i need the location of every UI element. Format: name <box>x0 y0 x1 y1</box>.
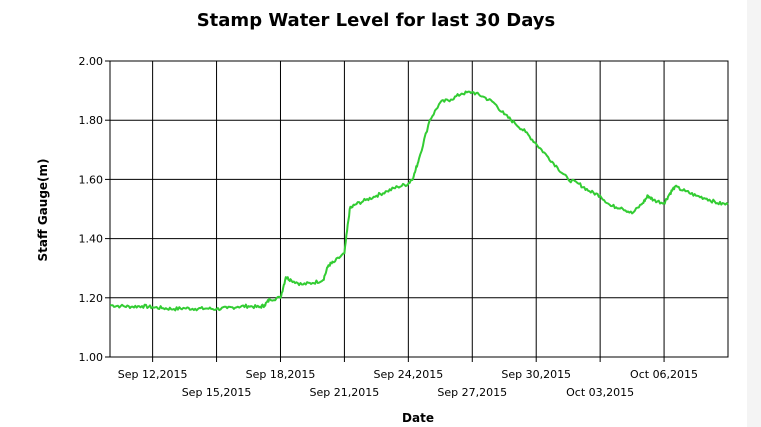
x-tick-label: Sep 15,2015 <box>182 386 252 399</box>
y-axis: 1.00 1.20 1.40 1.60 1.80 2.00 <box>79 55 110 364</box>
x-tick-label: Sep 18,2015 <box>246 368 316 381</box>
series-layer <box>109 90 729 312</box>
series-line <box>109 90 729 312</box>
y-tick-label: 1.80 <box>79 114 104 127</box>
y-tick-label: 2.00 <box>79 55 104 68</box>
x-tick-label: Sep 27,2015 <box>437 386 507 399</box>
x-axis: Sep 12,2015 Sep 15,2015 Sep 18,2015 Sep 21,… <box>118 357 698 399</box>
x-tick-label: Sep 12,2015 <box>118 368 188 381</box>
y-tick-label: 1.60 <box>79 173 104 186</box>
x-tick-label: Sep 21,2015 <box>310 386 380 399</box>
x-tick-label: Oct 03,2015 <box>566 386 634 399</box>
y-tick-label: 1.00 <box>79 351 104 364</box>
window-edge <box>747 0 761 427</box>
y-tick-label: 1.20 <box>79 292 104 305</box>
x-tick-label: Sep 24,2015 <box>373 368 443 381</box>
y-axis-label: Staff Gauge(m) <box>36 158 50 261</box>
plot-frame <box>109 60 729 358</box>
chart-title: Stamp Water Level for last 30 Days <box>197 10 556 31</box>
y-tick-label: 1.40 <box>79 233 104 246</box>
x-tick-label: Oct 06,2015 <box>630 368 698 381</box>
x-axis-label: Date <box>402 411 434 425</box>
x-tick-label: Sep 30,2015 <box>501 368 571 381</box>
